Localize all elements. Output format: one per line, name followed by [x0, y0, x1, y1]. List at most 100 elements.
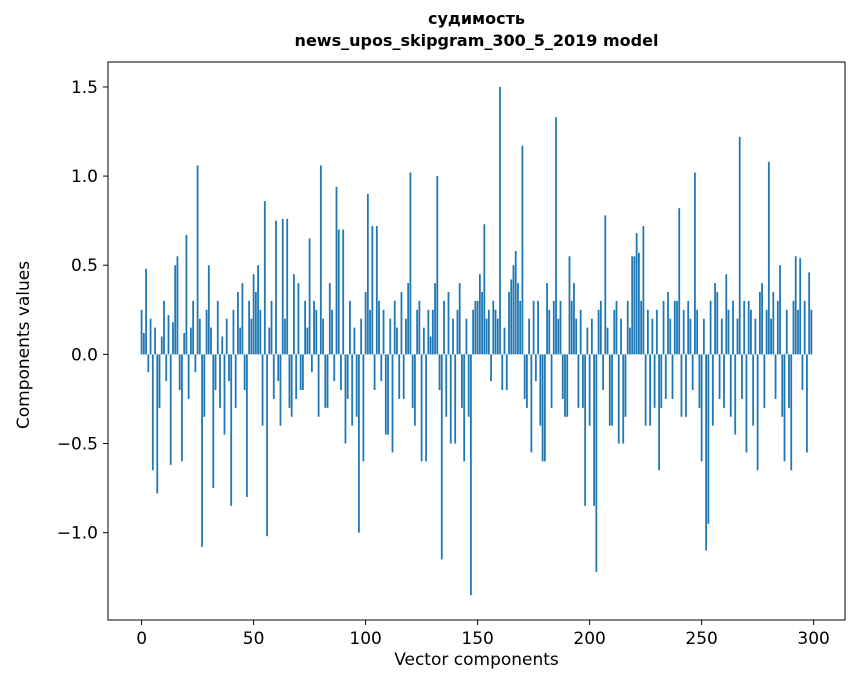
bar [747, 300, 750, 355]
bar [810, 309, 813, 355]
bar [228, 354, 230, 382]
bar [602, 354, 604, 391]
bar-series [140, 86, 813, 596]
bar [230, 354, 233, 506]
bar [655, 309, 658, 355]
bar [622, 354, 625, 444]
bar [575, 318, 578, 355]
bar [539, 354, 542, 426]
bar [725, 274, 728, 355]
bar [391, 354, 394, 453]
bar [788, 354, 790, 408]
bar [801, 354, 804, 391]
bar [689, 318, 692, 355]
y-axis-label: Components values [14, 260, 34, 430]
bar [797, 309, 799, 355]
bar [407, 283, 410, 355]
bar [445, 354, 448, 417]
bar [295, 354, 298, 399]
bar [328, 283, 331, 355]
bar [151, 354, 154, 471]
bar [174, 265, 177, 355]
bar [597, 309, 600, 355]
bar [512, 265, 515, 355]
y-tick-label: 0.5 [71, 256, 98, 276]
bar [270, 300, 273, 355]
bar [463, 354, 466, 462]
bar [353, 327, 356, 355]
bar [181, 354, 183, 462]
bar [369, 309, 371, 355]
bar [584, 354, 587, 506]
bar [203, 354, 206, 417]
bar [599, 300, 602, 355]
bar [187, 354, 190, 399]
bar [727, 309, 730, 355]
bar [472, 309, 475, 355]
bar [566, 354, 569, 417]
bar [422, 327, 425, 355]
bar [456, 309, 459, 355]
bar [198, 318, 201, 355]
bar [729, 354, 732, 417]
bar [201, 354, 203, 547]
x-tick-label: 100 [349, 629, 381, 649]
bar [373, 354, 376, 391]
bar [588, 354, 591, 426]
bar [481, 291, 483, 355]
bar [640, 300, 643, 355]
x-tick-label: 0 [136, 629, 147, 649]
bar [405, 318, 407, 355]
bar [720, 318, 723, 355]
bar [169, 354, 172, 465]
x-tick-label: 50 [243, 629, 265, 649]
bar [212, 354, 215, 489]
bar [344, 354, 347, 444]
bar [239, 327, 242, 355]
bar [293, 274, 295, 355]
y-tick-label: 1.5 [71, 78, 98, 98]
bar [398, 354, 401, 399]
bar [649, 354, 651, 426]
bar [458, 283, 461, 355]
bar [156, 354, 159, 494]
bar [505, 354, 508, 391]
bar [752, 354, 755, 426]
bar [808, 272, 811, 355]
bar [420, 354, 423, 462]
bar [263, 201, 266, 355]
bar [526, 354, 528, 408]
bar [306, 327, 309, 355]
bar [613, 309, 616, 355]
bar [550, 354, 553, 408]
bar [371, 226, 374, 355]
bar [615, 300, 618, 355]
bar [564, 354, 566, 417]
bar [765, 309, 768, 355]
bar [355, 354, 358, 417]
bar [252, 274, 255, 355]
bar [389, 318, 392, 355]
bar [313, 300, 315, 355]
bar [803, 300, 806, 355]
bar [299, 354, 302, 391]
bar [617, 354, 620, 444]
bar [178, 354, 181, 391]
bar [393, 300, 396, 355]
bar [638, 252, 640, 355]
bar [714, 283, 716, 355]
bar [736, 318, 739, 355]
bar [149, 318, 152, 355]
bar [288, 354, 291, 408]
bar [214, 354, 217, 391]
bar [799, 258, 802, 355]
bar [754, 318, 757, 355]
bar [221, 336, 224, 355]
bar [261, 354, 264, 426]
bar [676, 300, 678, 355]
bar [783, 354, 786, 462]
bar [651, 318, 654, 355]
bar [304, 300, 307, 355]
bar [667, 291, 669, 355]
bar [326, 354, 329, 408]
